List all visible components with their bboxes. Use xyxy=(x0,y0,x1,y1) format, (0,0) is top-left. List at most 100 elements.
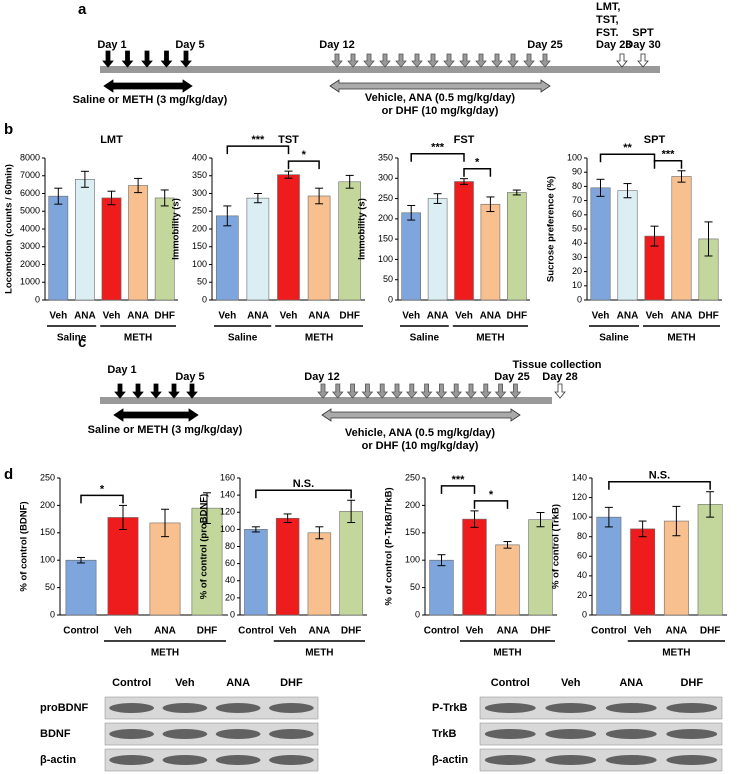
y-tick-label: 150 xyxy=(40,527,55,537)
significance-bracket xyxy=(410,152,465,162)
significance-bracket xyxy=(226,145,290,155)
y-tick-label: 20 xyxy=(225,592,235,602)
y-tick-label: 40 xyxy=(577,570,587,580)
arrow xyxy=(554,383,566,399)
y-tick-label: 50 xyxy=(410,582,420,592)
arrow xyxy=(405,383,418,399)
arrow xyxy=(507,53,519,68)
bar xyxy=(697,504,723,616)
blot-row-label: proBDNF xyxy=(40,702,89,714)
double-arrow xyxy=(103,79,193,93)
group-label: Saline xyxy=(57,333,87,344)
blot-strip xyxy=(479,748,723,772)
y-tick-label: 150 xyxy=(192,241,207,251)
blot-band xyxy=(666,703,718,713)
y-tick-label: 140 xyxy=(220,490,235,500)
arrow xyxy=(347,53,359,68)
blot-band xyxy=(484,703,536,713)
end-label: Tissue collection xyxy=(512,359,601,371)
bar xyxy=(244,529,268,616)
blot-band xyxy=(666,755,718,765)
day-label: Day 25 xyxy=(494,371,529,383)
bar xyxy=(307,195,331,301)
x-tick-label: DHF xyxy=(339,311,360,322)
arrow xyxy=(616,53,628,68)
treatment-label: Vehicle, ANA (0.5 mg/kg/day) xyxy=(365,92,516,104)
y-tick-label: 200 xyxy=(192,223,207,233)
double-arrow xyxy=(113,408,199,422)
bar xyxy=(401,212,422,301)
significance-label: *** xyxy=(431,142,445,154)
x-tick-label: Veh xyxy=(466,626,484,637)
test-label: FST. xyxy=(596,27,619,39)
day-label: Day 12 xyxy=(319,39,354,51)
y-tick-label: 100 xyxy=(378,254,393,264)
bar xyxy=(617,190,638,301)
arrow xyxy=(361,383,374,399)
y-tick-label: 200 xyxy=(378,213,393,223)
day-label: Day 25 xyxy=(527,39,562,51)
blot-band xyxy=(605,755,657,765)
group-label: Saline xyxy=(228,333,258,344)
test-label: SPT xyxy=(632,27,654,39)
y-tick-label: 5000 xyxy=(20,206,40,216)
x-tick-label: Control xyxy=(63,626,99,637)
blot-band xyxy=(109,729,154,739)
y-tick-label: 4000 xyxy=(20,223,40,233)
y-tick-label: 120 xyxy=(572,492,587,502)
y-axis-label: Sucrose preference (%) xyxy=(546,176,557,282)
arrow xyxy=(114,383,126,399)
x-tick-label: ANA xyxy=(309,626,331,637)
test-label: TST, xyxy=(596,14,619,26)
bar xyxy=(149,522,181,616)
group-label: METH xyxy=(124,333,152,344)
group-label: METH xyxy=(305,648,333,659)
timeline-bar xyxy=(100,397,552,404)
significance-bracket xyxy=(287,160,320,170)
y-tick-label: 60 xyxy=(572,209,582,219)
y-tick-label: 100 xyxy=(572,512,587,522)
arrow xyxy=(121,50,134,68)
y-tick-label: 60 xyxy=(225,558,235,568)
blot-band xyxy=(162,755,208,765)
y-tick-label: 100 xyxy=(405,555,420,565)
y-axis-label: % of control (BDNF) xyxy=(19,501,30,591)
day-label: Day 12 xyxy=(304,371,339,383)
arrow xyxy=(141,50,153,68)
significance-label: *** xyxy=(452,474,466,486)
arrow xyxy=(539,53,551,68)
bar xyxy=(671,176,692,301)
blot-band xyxy=(605,729,657,739)
blot-column-label: Control xyxy=(112,677,151,689)
group-label: Saline xyxy=(599,333,629,344)
blot-row-label: P-TrkB xyxy=(432,702,468,714)
y-tick-label: 300 xyxy=(192,188,207,198)
bar xyxy=(429,559,454,616)
y-tick-label: 100 xyxy=(40,555,55,565)
y-tick-label: 80 xyxy=(577,531,587,541)
y-tick-label: 250 xyxy=(378,193,393,203)
blot-strip xyxy=(104,722,319,746)
chart-title: FST xyxy=(454,134,475,146)
arrow xyxy=(160,50,173,68)
arrow xyxy=(494,383,507,399)
panel-label: d xyxy=(4,466,13,483)
double-arrow xyxy=(329,79,551,93)
y-tick-label: 90 xyxy=(572,167,582,177)
bar xyxy=(307,532,332,616)
panel-label: a xyxy=(78,1,87,18)
x-tick-label: DHF xyxy=(530,626,551,637)
treatment-label: or DHF (10 mg/kg/day) xyxy=(382,105,499,117)
y-tick-label: 0 xyxy=(582,609,587,619)
group-label: METH xyxy=(305,333,333,344)
y-axis-label: Immobility (s) xyxy=(357,198,368,260)
blot-band xyxy=(215,729,261,739)
x-tick-label: Control xyxy=(424,626,460,637)
blot-strip xyxy=(104,696,319,720)
y-tick-label: 2000 xyxy=(20,259,40,269)
timeline-bar xyxy=(100,66,660,73)
blot-band xyxy=(109,703,154,713)
significance-bracket xyxy=(80,494,124,504)
bar xyxy=(75,179,95,301)
x-tick-label: ANA xyxy=(427,311,449,322)
